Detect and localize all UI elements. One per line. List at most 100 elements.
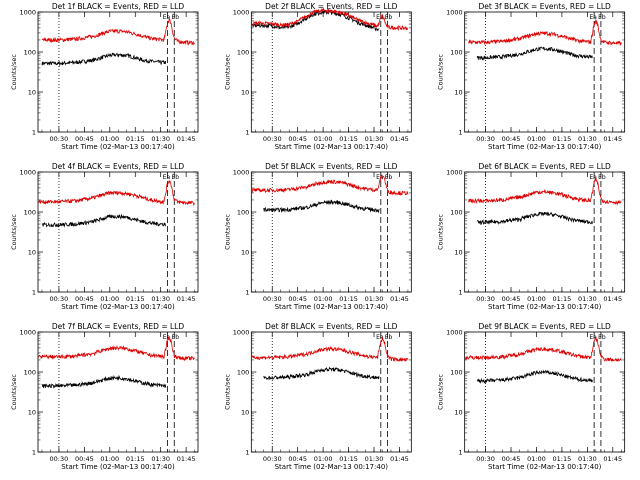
series-line-events	[41, 374, 167, 389]
annotation-label: Eb	[385, 14, 393, 21]
x-tick-label: 00:45	[75, 135, 94, 143]
y-axis-label: Counts/sec	[223, 54, 231, 90]
y-axis-label: Counts/sec	[10, 374, 18, 410]
y-tick-label: 1000	[233, 169, 250, 177]
y-tick-label: 100	[24, 49, 36, 57]
annotation-label: Eb	[598, 334, 606, 341]
x-tick-label: 01:00	[100, 135, 119, 143]
x-tick-label: 01:00	[314, 295, 333, 303]
annotation-label: Ea	[376, 174, 384, 181]
y-tick-label: 10	[28, 409, 36, 417]
y-tick-label: 1000	[233, 9, 250, 17]
annotation-label: Ea	[376, 14, 384, 21]
y-tick-label: 1	[245, 289, 249, 297]
panel-title: Det 3f BLACK = Events, RED = LLD	[479, 2, 612, 11]
x-tick-label: 01:00	[314, 135, 333, 143]
y-tick-label: 10	[241, 409, 249, 417]
annotation-label: Ea	[376, 334, 384, 341]
x-tick-label: 01:15	[553, 135, 572, 143]
y-tick-label: 1000	[446, 329, 463, 337]
detector-panel-2: Det 2f BLACK = Events, RED = LLD 1 10 100 10…	[223, 2, 412, 151]
y-tick-label: 100	[450, 369, 462, 377]
x-axis-label: Start Time (02-Mar-13 00:17:40)	[488, 143, 602, 151]
plot-frame	[464, 331, 626, 453]
x-tick-label: 00:30	[263, 135, 282, 143]
series-line-lld	[38, 336, 195, 361]
series-line-lld	[468, 18, 622, 47]
detector-panel-6: Det 6f BLACK = Events, RED = LLD 1 10 100 10…	[437, 162, 626, 311]
x-tick-label: 01:45	[390, 455, 409, 463]
x-tick-label: 01:45	[390, 295, 409, 303]
y-axis-label: Counts/sec	[10, 54, 18, 90]
series-line-lld	[38, 180, 195, 207]
x-tick-label: 00:45	[502, 455, 521, 463]
panel-title: Det 9f BLACK = Events, RED = LLD	[479, 322, 612, 331]
detector-panel-1: Det 1f BLACK = Events, RED = LLD 1 10 100 10…	[10, 2, 199, 151]
annotation-label: Eb	[171, 14, 179, 21]
x-axis-label: Start Time (02-Mar-13 00:17:40)	[275, 463, 389, 471]
series-line-lld	[41, 18, 195, 46]
y-tick-label: 10	[454, 249, 462, 257]
x-tick-label: 01:00	[527, 295, 546, 303]
x-tick-label: 01:30	[578, 295, 597, 303]
y-tick-label: 100	[24, 369, 36, 377]
annotation-label: Eb	[598, 174, 606, 181]
plot-frame	[37, 11, 199, 133]
x-tick-label: 00:45	[288, 135, 307, 143]
y-tick-label: 1	[245, 449, 249, 457]
y-tick-label: 100	[237, 49, 249, 57]
y-tick-label: 1000	[233, 329, 250, 337]
series-line-lld	[464, 336, 622, 363]
y-tick-label: 1000	[446, 9, 463, 17]
annotation-label: Eb	[171, 334, 179, 341]
x-axis-label: Start Time (02-Mar-13 00:17:40)	[488, 463, 602, 471]
x-tick-label: 00:30	[50, 455, 69, 463]
y-tick-label: 1	[459, 289, 463, 297]
x-tick-label: 00:30	[476, 135, 495, 143]
x-tick-label: 01:45	[177, 295, 196, 303]
x-axis-label: Start Time (02-Mar-13 00:17:40)	[61, 143, 175, 151]
plot-frame	[250, 171, 412, 293]
x-tick-label: 00:45	[502, 135, 521, 143]
y-tick-label: 100	[237, 209, 249, 217]
x-tick-label: 00:30	[263, 455, 282, 463]
x-tick-label: 00:45	[288, 455, 307, 463]
series-line-lld	[251, 7, 409, 32]
y-tick-label: 1	[32, 289, 36, 297]
x-tick-label: 01:45	[390, 135, 409, 143]
x-tick-label: 01:00	[527, 135, 546, 143]
y-tick-label: 1	[32, 129, 36, 137]
x-tick-label: 01:15	[339, 455, 358, 463]
y-tick-label: 100	[237, 369, 249, 377]
y-tick-label: 10	[454, 89, 462, 97]
annotation-label: Ea	[589, 174, 597, 181]
y-tick-label: 1000	[19, 329, 36, 337]
annotation-label: Ea	[163, 334, 171, 341]
x-tick-label: 00:30	[263, 295, 282, 303]
x-tick-label: 01:00	[100, 295, 119, 303]
annotation-label: Ea	[589, 14, 597, 21]
x-tick-label: 00:45	[75, 455, 94, 463]
series-line-events	[476, 46, 593, 61]
annotation-label: Ea	[163, 174, 171, 181]
y-tick-label: 1000	[19, 9, 36, 17]
y-tick-label: 100	[450, 49, 462, 57]
plot-frame	[37, 171, 199, 293]
plot-frame	[464, 11, 626, 133]
y-tick-label: 10	[241, 89, 249, 97]
x-axis-label: Start Time (02-Mar-13 00:17:40)	[61, 303, 175, 311]
x-tick-label: 00:30	[476, 295, 495, 303]
series-line-events	[263, 366, 380, 381]
x-tick-label: 01:15	[126, 455, 145, 463]
x-tick-label: 01:45	[177, 135, 196, 143]
x-tick-label: 00:30	[476, 455, 495, 463]
x-tick-label: 01:15	[126, 135, 145, 143]
detector-panel-3: Det 3f BLACK = Events, RED = LLD 1 10 100 10…	[437, 2, 626, 151]
y-tick-label: 1	[245, 129, 249, 137]
detector-panel-7: Det 7f BLACK = Events, RED = LLD 1 10 100 10…	[10, 322, 199, 471]
panel-title: Det 2f BLACK = Events, RED = LLD	[265, 2, 398, 11]
detector-panel-9: Det 9f BLACK = Events, RED = LLD 1 10 100 10…	[437, 322, 626, 471]
y-tick-label: 10	[28, 249, 36, 257]
